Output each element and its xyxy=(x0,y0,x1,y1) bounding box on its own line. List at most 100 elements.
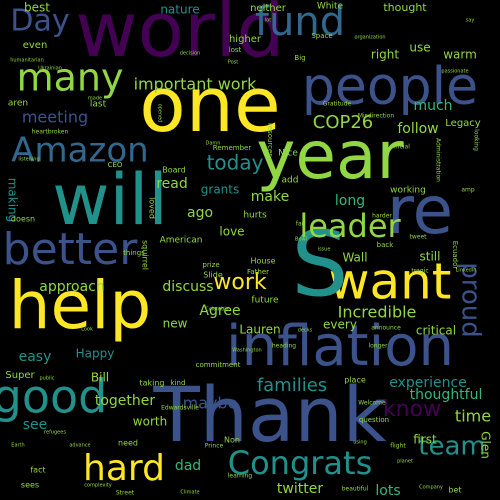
word-gratitude: Gratitude xyxy=(323,101,352,108)
word-incredible: Incredible xyxy=(338,303,417,322)
word-misdirection: Misdirection xyxy=(358,113,394,120)
word-linkedin: LinkedIn xyxy=(456,268,477,274)
word-advance: advance xyxy=(69,443,90,449)
word-remember: Remember xyxy=(213,144,252,152)
word-read: read xyxy=(156,176,188,192)
word-fact: fact xyxy=(30,466,45,475)
word-using: using xyxy=(353,440,367,446)
word-year: year xyxy=(256,117,404,194)
word-will: will xyxy=(52,159,168,241)
word-ceo: CEO xyxy=(108,161,123,169)
word-amazon: Amazon xyxy=(11,131,148,171)
word-say: say xyxy=(466,18,475,24)
word-father: Father xyxy=(247,268,269,276)
word-legacy: Legacy xyxy=(445,118,481,129)
word-proud: proud xyxy=(456,262,486,338)
word-white: White xyxy=(317,2,344,12)
word-commitment: commitment xyxy=(196,361,241,369)
word-meeting: meeting xyxy=(22,108,88,127)
word-last: last xyxy=(90,100,107,110)
word-aren: aren xyxy=(8,99,28,109)
word-thoughtful: thoughtful xyxy=(410,387,483,403)
word-colombia: Colombia xyxy=(205,307,229,313)
word-big: Big xyxy=(294,54,305,62)
word-even: even xyxy=(23,40,48,51)
word-tragic: tragic xyxy=(411,268,428,275)
word-official: official xyxy=(390,144,410,151)
word-still: still xyxy=(420,250,441,264)
word-nice: Nice xyxy=(278,149,298,159)
word-public: public xyxy=(39,376,54,382)
word-street: Street xyxy=(116,490,135,497)
word-space: Space xyxy=(311,32,332,40)
word-board: Board xyxy=(162,166,186,175)
word-wall: Wall xyxy=(342,251,367,265)
word-happy: Happy xyxy=(76,347,115,361)
word-thought: thought xyxy=(383,1,427,14)
word-humanitarian: humanitarian xyxy=(10,58,44,64)
word-learning: learning xyxy=(228,473,253,480)
word-better: better xyxy=(3,224,139,275)
word-help: help xyxy=(9,267,152,344)
word-harder: harder xyxy=(372,213,392,220)
word-add: add xyxy=(282,176,299,186)
word-super: Super xyxy=(5,370,35,381)
word-complexity: complexity xyxy=(84,483,112,489)
word-approach: approach xyxy=(39,279,105,295)
word-loved: loved xyxy=(148,197,157,219)
word-one: one xyxy=(139,60,280,149)
word-beautiful: beautiful xyxy=(342,486,369,493)
word-much: much xyxy=(413,98,452,114)
word-made: made xyxy=(88,96,102,102)
word-flight: flight xyxy=(390,443,406,450)
word-refugees: refugees xyxy=(44,430,66,436)
word-future: future xyxy=(251,296,279,306)
word-amp: amp xyxy=(461,187,475,194)
word-important-work: important work xyxy=(134,75,258,94)
word-people: people xyxy=(302,57,478,117)
word-day: Day xyxy=(10,4,69,39)
word-congrats: Congrats xyxy=(228,444,373,482)
word-easy: easy xyxy=(19,349,52,365)
word-tweet: tweet xyxy=(410,234,428,241)
word-experience: experience xyxy=(389,375,467,391)
word-washington: Washington xyxy=(232,348,261,354)
word-decision: decision xyxy=(180,51,201,57)
word-lauren: Lauren xyxy=(239,323,280,337)
word-squirrel: squirrel xyxy=(141,240,150,270)
word-planet: planet xyxy=(397,459,413,465)
word-want: want xyxy=(329,253,452,311)
word-administration: Administration xyxy=(435,138,442,182)
word-glen: Glen xyxy=(479,431,493,459)
word-team: team xyxy=(418,432,485,462)
word-issue: issue xyxy=(318,247,331,253)
word-listening: listening xyxy=(18,157,39,163)
word-kind: kind xyxy=(171,379,186,387)
word-things: things xyxy=(123,249,145,257)
word-decks: decks xyxy=(298,328,313,334)
word-every: every xyxy=(323,318,357,332)
word-climate: Climate xyxy=(180,490,199,496)
word-s: S xyxy=(291,212,348,317)
word-looking: looking xyxy=(473,129,480,151)
word-longer: longer xyxy=(368,343,388,350)
word-american: American xyxy=(160,236,203,246)
word-critical: critical xyxy=(416,324,456,338)
word-resources: resources xyxy=(266,123,274,157)
word-nature: nature xyxy=(160,3,199,17)
word-good: good xyxy=(0,370,107,424)
word-love: love xyxy=(219,225,244,239)
word-new: new xyxy=(163,317,188,331)
word-slide: Slide xyxy=(203,271,223,280)
word-dad: dad xyxy=(175,458,201,474)
word-hurts: hurts xyxy=(243,211,267,221)
word-best: best xyxy=(24,1,50,15)
word-edwardsville: Edwardsville xyxy=(161,405,199,412)
word-re: re xyxy=(387,172,453,249)
word-maybe: maybe xyxy=(183,394,238,413)
word-first: first xyxy=(413,433,437,447)
word-lots: lots xyxy=(375,483,400,499)
word-doesn: doesn xyxy=(11,215,35,224)
word-heartbroken: heartbroken xyxy=(32,129,69,136)
